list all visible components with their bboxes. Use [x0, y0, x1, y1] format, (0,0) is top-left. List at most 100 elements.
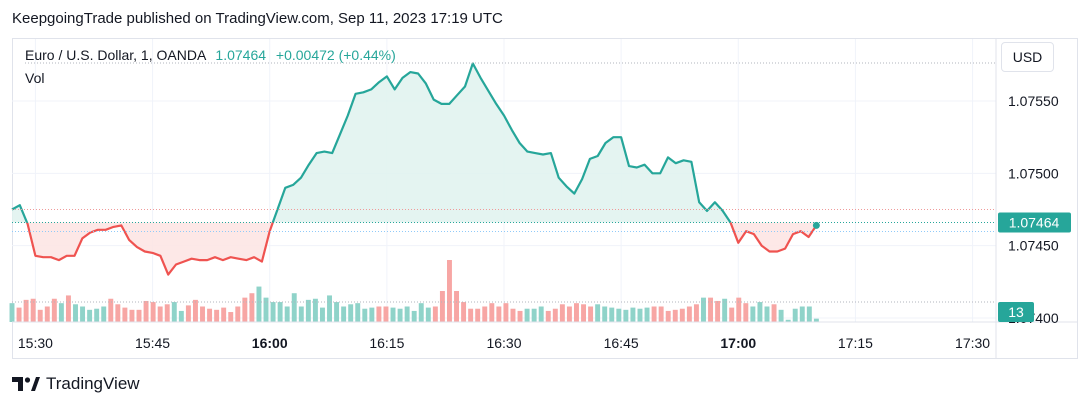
- time-tick-label: 17:00: [720, 335, 756, 351]
- volume-bar: [369, 307, 375, 322]
- volume-bar: [715, 300, 721, 322]
- price-change: +0.00472 (+0.44%): [275, 47, 396, 63]
- volume-bar: [397, 308, 403, 322]
- volume-bar: [658, 306, 664, 322]
- volume-bar: [623, 309, 629, 322]
- volume-bars: [9, 260, 819, 322]
- volume-bar: [51, 298, 57, 322]
- published-info: KeepgoingTrade published on TradingView.…: [12, 10, 503, 27]
- time-tick-label: 15:45: [135, 335, 170, 351]
- volume-bar: [432, 306, 438, 322]
- volume-bar: [581, 304, 587, 322]
- symbol-name: Euro / U.S. Dollar, 1, OANDA: [25, 47, 206, 63]
- last-price-badge-text: 1.07464: [1009, 215, 1060, 231]
- volume-bar: [454, 291, 459, 322]
- volume-bar: [792, 308, 798, 322]
- volume-bar: [496, 306, 502, 322]
- price-tick-label: 1.07500: [1008, 165, 1059, 181]
- volume-bar: [785, 319, 791, 322]
- volume-bar: [630, 307, 636, 322]
- volume-bar: [150, 302, 156, 322]
- time-tick-label: 17:15: [838, 335, 873, 351]
- area-fill-down: [27, 222, 273, 275]
- time-tick-label: 15:30: [18, 335, 53, 351]
- volume-bar: [482, 306, 488, 322]
- last-price-dot: [812, 221, 820, 229]
- price-line-up: [11, 204, 29, 223]
- volume-bar: [355, 303, 361, 322]
- area-fill-up: [272, 63, 731, 223]
- volume-bar: [411, 310, 417, 322]
- volume-bar: [143, 300, 149, 322]
- volume-bar: [602, 306, 608, 322]
- volume-bar: [447, 260, 452, 322]
- volume-bar: [115, 304, 121, 322]
- volume-bar: [37, 309, 43, 322]
- volume-bar: [319, 307, 325, 322]
- volume-bar: [390, 307, 396, 322]
- volume-bar: [348, 304, 354, 322]
- volume-bar: [538, 306, 544, 322]
- price-line-down: [25, 222, 274, 276]
- volume-bar: [122, 307, 128, 322]
- volume-badge: [998, 302, 1034, 322]
- volume-bar: [813, 318, 819, 322]
- volume-bar: [404, 306, 410, 322]
- volume-bar: [806, 306, 812, 322]
- volume-bar: [722, 298, 728, 322]
- volume-bar: [136, 309, 142, 322]
- volume-bar: [94, 308, 100, 322]
- volume-bar: [164, 304, 170, 322]
- volume-bar: [531, 308, 537, 322]
- time-tick-label: 17:30: [955, 335, 990, 351]
- time-tick-label: 16:15: [369, 335, 404, 351]
- volume-bar: [65, 295, 71, 322]
- volume-bar: [277, 302, 283, 322]
- volume-bar: [207, 308, 213, 322]
- volume-bar: [439, 291, 445, 322]
- volume-bar: [686, 306, 692, 322]
- volume-bar: [284, 306, 290, 322]
- volume-bar: [693, 304, 699, 322]
- price-line-down: [729, 222, 818, 253]
- volume-bar: [157, 306, 163, 322]
- currency-button[interactable]: USD: [1001, 42, 1054, 72]
- volume-bar: [665, 310, 671, 322]
- volume-bar: [559, 304, 565, 322]
- volume-bar: [672, 309, 678, 322]
- volume-bar: [743, 303, 749, 322]
- volume-bar: [545, 310, 551, 322]
- volume-bar: [503, 303, 509, 322]
- volume-bar: [750, 306, 756, 322]
- volume-bar: [16, 307, 22, 322]
- volume-bar: [9, 303, 15, 322]
- volume-bar: [574, 303, 579, 322]
- volume-bar: [679, 308, 685, 322]
- volume-bar: [475, 308, 481, 322]
- time-axis: 15:30 15:45 16:00 16:15 16:30 16:45 17:00 17:15…: [18, 335, 990, 351]
- volume-bar: [595, 304, 601, 322]
- volume-bar: [644, 307, 650, 322]
- volume-bar: [609, 307, 615, 322]
- price-lines: [11, 62, 820, 276]
- volume-indicator-label: Vol: [25, 70, 45, 86]
- price-tick-label: 1.07550: [1008, 93, 1059, 109]
- volume-bar: [73, 304, 78, 322]
- volume-bar: [771, 304, 777, 322]
- volume-bar: [510, 308, 516, 322]
- volume-bar: [376, 306, 382, 322]
- time-tick-label: 16:30: [486, 335, 521, 351]
- reference-lines: [12, 62, 996, 303]
- volume-bar: [764, 306, 770, 322]
- volume-bar: [341, 306, 347, 322]
- volume-bar: [23, 299, 29, 322]
- volume-bar: [524, 308, 530, 322]
- volume-bar: [468, 308, 474, 322]
- volume-bar: [362, 308, 368, 322]
- volume-bar: [30, 298, 36, 322]
- volume-bar: [221, 307, 227, 322]
- volume-bar: [757, 302, 763, 322]
- volume-bar: [129, 309, 135, 322]
- volume-bar: [256, 286, 262, 322]
